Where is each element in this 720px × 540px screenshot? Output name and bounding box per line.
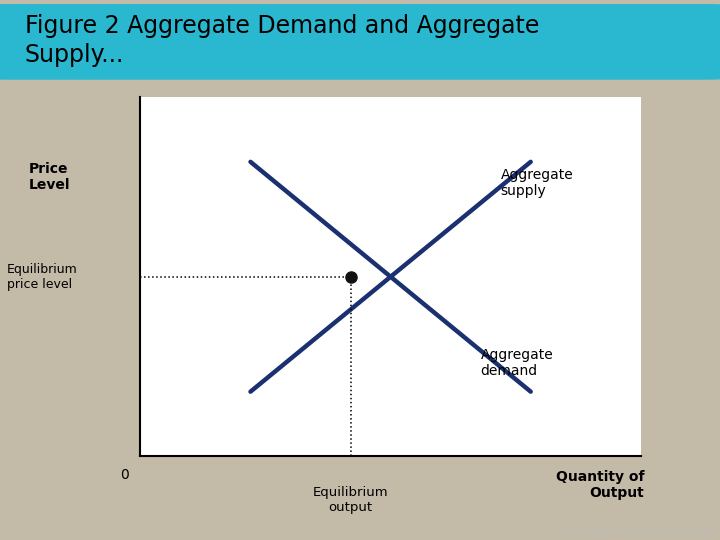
Text: 0: 0 <box>120 468 129 482</box>
Text: Aggregate
supply: Aggregate supply <box>500 168 573 199</box>
Text: Copyright © 2004 South-Western: Copyright © 2004 South-Western <box>562 528 713 537</box>
FancyBboxPatch shape <box>0 5 720 79</box>
Text: Aggregate
demand: Aggregate demand <box>481 348 554 378</box>
Text: Price
Level: Price Level <box>29 162 71 192</box>
Text: Figure 2 Aggregate Demand and Aggregate
Supply...: Figure 2 Aggregate Demand and Aggregate … <box>24 14 539 68</box>
Text: Equilibrium
output: Equilibrium output <box>312 486 388 514</box>
Text: Quantity of
Output: Quantity of Output <box>556 470 644 500</box>
Text: Equilibrium
price level: Equilibrium price level <box>7 263 78 291</box>
